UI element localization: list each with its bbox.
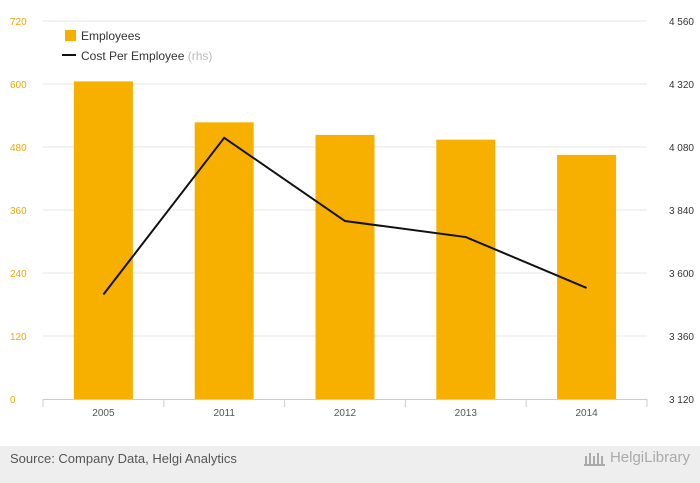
left-tick-label-1: 120	[10, 332, 27, 343]
x-tick-label-2014: 2014	[575, 408, 598, 419]
bar-2013	[436, 139, 496, 399]
chart: 0 120 240 360 480 600 720 3 120 3 360 3 600 3 840…	[10, 17, 694, 419]
cost-line	[102, 136, 587, 296]
x-axis-ticks: 2005 2011 2012 2013 2014	[92, 408, 598, 419]
x-tick-label-2011: 2011	[213, 408, 235, 419]
brand-logo: HelgiLibrary	[583, 449, 690, 466]
footer: Source: Company Data, Helgi Analytics He…	[0, 446, 700, 483]
right-tick-label-3: 3 840	[669, 206, 694, 217]
bar-2014	[557, 154, 617, 399]
legend-label-employees: Employees	[81, 29, 140, 43]
left-tick-label-3: 360	[10, 206, 27, 217]
x-tick-label-2013: 2013	[455, 408, 478, 419]
legend-swatch-employees	[65, 30, 76, 41]
left-tick-label-2: 240	[10, 269, 27, 280]
x-tick-label-2005: 2005	[92, 408, 115, 419]
right-tick-label-6: 4 560	[669, 17, 694, 28]
right-tick-label-2: 3 600	[669, 269, 694, 280]
left-tick-label-6: 720	[10, 17, 27, 28]
legend: Employees Cost Per Employee (rhs)	[62, 29, 212, 63]
left-tick-label-5: 600	[10, 80, 27, 91]
right-tick-label-4: 4 080	[669, 143, 694, 154]
bar-2011	[194, 122, 254, 399]
bars	[73, 81, 617, 400]
right-tick-label-1: 3 360	[669, 332, 694, 343]
legend-label-cost-name: Cost Per Employee	[81, 49, 185, 63]
left-tick-label-0: 0	[10, 395, 16, 406]
left-axis-ticks: 0 120 240 360 480 600 720	[10, 17, 27, 406]
source-text: Source: Company Data, Helgi Analytics	[10, 451, 237, 466]
bar-2012	[315, 134, 375, 400]
right-tick-label-0: 3 120	[669, 395, 694, 406]
bar-2005	[73, 81, 133, 399]
library-icon	[583, 452, 605, 466]
right-axis-ticks: 3 120 3 360 3 600 3 840 4 080 4 320 4 560	[669, 17, 694, 406]
legend-label-cost: Cost Per Employee (rhs)	[81, 49, 212, 63]
left-tick-label-4: 480	[10, 143, 27, 154]
right-tick-label-5: 4 320	[669, 80, 694, 91]
brand-text: HelgiLibrary	[609, 449, 690, 466]
gridlines	[42, 20, 648, 407]
legend-label-cost-suffix: (rhs)	[188, 49, 213, 63]
x-tick-label-2012: 2012	[334, 408, 357, 419]
